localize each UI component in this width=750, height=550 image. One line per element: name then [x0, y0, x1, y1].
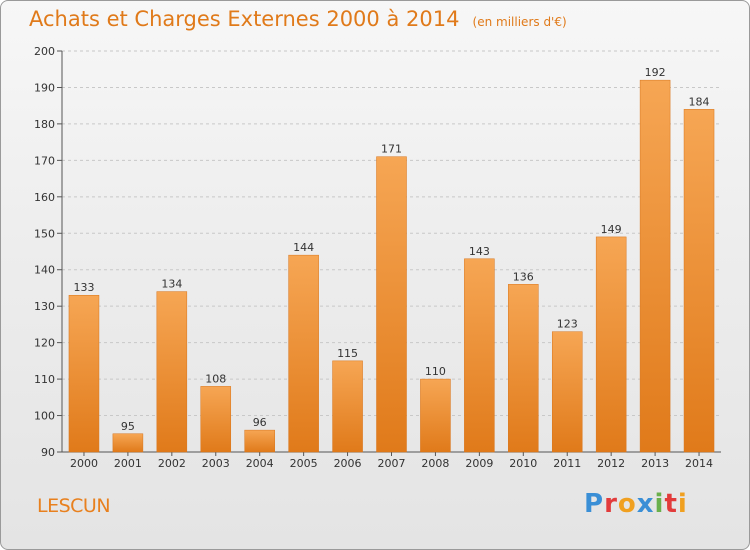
chart-title: Achats et Charges Externes 2000 à 2014	[29, 7, 460, 31]
logo-letter: t	[664, 489, 678, 519]
labels: 133 2000 95 2001 134 2002 108 2003 96 2004 144 2005…	[70, 66, 713, 470]
bar-2002	[156, 291, 188, 453]
chart-unit: (en milliers d'€)	[472, 15, 567, 29]
logo-letter: i	[677, 489, 688, 519]
value-label-2013: 192	[645, 66, 666, 79]
bar-2010	[508, 284, 539, 453]
x-tick-label-2006: 2006	[334, 457, 362, 470]
bar-2013	[639, 79, 671, 453]
value-label-2003: 108	[205, 372, 226, 385]
value-label-2000: 133	[73, 281, 94, 294]
bar-2011	[551, 331, 583, 453]
y-tick-label: 90	[41, 446, 55, 459]
value-label-2006: 115	[337, 347, 358, 360]
x-tick-label-2001: 2001	[114, 457, 142, 470]
bar-2000	[68, 294, 100, 453]
x-tick-label-2012: 2012	[597, 457, 625, 470]
bar-2004	[244, 429, 275, 453]
y-tick-label: 100	[34, 410, 55, 423]
axes: 90 100 110 120 130 140 150 160 170 180 190 200	[34, 45, 721, 459]
value-label-2011: 123	[557, 318, 578, 331]
bars	[68, 79, 715, 453]
logo-letter: r	[604, 489, 618, 519]
proxiti-logo[interactable]: Proxiti	[584, 489, 688, 519]
x-tick-label-2000: 2000	[70, 457, 98, 470]
value-label-2008: 110	[425, 365, 446, 378]
x-tick-label-2009: 2009	[465, 457, 493, 470]
bar-2007	[376, 156, 407, 453]
bar-2012	[595, 236, 627, 453]
y-tick-label: 130	[34, 300, 55, 313]
value-label-2007: 171	[381, 143, 402, 156]
value-label-2001: 95	[121, 420, 135, 433]
y-tick-label: 120	[34, 337, 55, 350]
bar-2006	[332, 360, 363, 453]
value-label-2012: 149	[601, 223, 622, 236]
logo-letter: o	[617, 489, 637, 519]
value-label-2005: 144	[293, 241, 314, 254]
logo-letter: P	[584, 489, 605, 519]
value-label-2002: 134	[161, 278, 182, 291]
y-tick-label: 190	[34, 81, 55, 94]
y-tick-label: 110	[34, 373, 55, 386]
x-tick-label-2004: 2004	[246, 457, 274, 470]
y-tick-label: 160	[34, 191, 55, 204]
title-row: Achats et Charges Externes 2000 à 2014 (…	[29, 7, 567, 31]
x-tick-label-2008: 2008	[421, 457, 449, 470]
bar-2009	[464, 258, 495, 453]
y-tick-label: 140	[34, 264, 55, 277]
x-tick-label-2010: 2010	[509, 457, 537, 470]
x-tick-label-2002: 2002	[158, 457, 186, 470]
x-tick-label-2003: 2003	[202, 457, 230, 470]
value-label-2004: 96	[253, 416, 267, 429]
x-tick-label-2011: 2011	[553, 457, 581, 470]
commune-name: LESCUN	[37, 495, 111, 517]
value-label-2009: 143	[469, 245, 490, 258]
y-tick-label: 150	[34, 227, 55, 240]
x-tick-label-2005: 2005	[290, 457, 318, 470]
x-tick-label-2007: 2007	[378, 457, 406, 470]
y-tick-label: 170	[34, 154, 55, 167]
x-tick-label-2013: 2013	[641, 457, 669, 470]
bar-2014	[683, 109, 715, 453]
x-tick-label-2014: 2014	[685, 457, 713, 470]
bar-2003	[200, 386, 232, 453]
y-tick-label: 180	[34, 118, 55, 131]
bar-2005	[288, 254, 319, 453]
y-tick-label: 200	[34, 45, 55, 58]
bar-2008	[420, 378, 451, 453]
logo-letter: x	[636, 489, 655, 519]
logo-letter: i	[654, 489, 665, 519]
bar-2001	[112, 433, 144, 453]
value-label-2014: 184	[689, 95, 710, 108]
value-label-2010: 136	[513, 270, 534, 283]
